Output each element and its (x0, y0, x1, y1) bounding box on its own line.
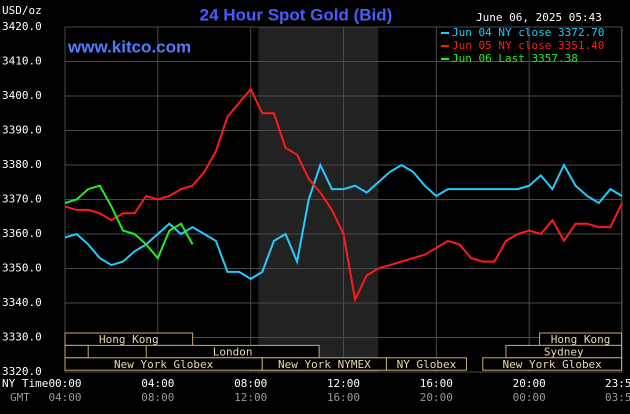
x2-tick-label: 03:59 (605, 391, 630, 404)
y-tick-label: 3380.0 (2, 158, 42, 171)
x-tick-label: 00:00 (48, 377, 81, 390)
y-tick-label: 3360.0 (2, 227, 42, 240)
session-label: London (213, 346, 253, 359)
price-line (64, 162, 623, 281)
x2-axis-label: GMT (10, 391, 30, 404)
y-axis-label: USD/oz (2, 4, 42, 17)
legend-label: Jun 06 Last 3357.38 (452, 52, 578, 65)
legend-label: Jun 04 NY close 3372.70 (452, 26, 604, 39)
x2-tick-label: 12:00 (234, 391, 267, 404)
session-label: Hong Kong (99, 333, 159, 346)
price-line (64, 87, 623, 303)
x2-tick-label: 04:00 (48, 391, 81, 404)
price-line (64, 184, 194, 260)
legend-label: Jun 05 NY close 3351.40 (452, 39, 604, 52)
x2-tick-label: 16:00 (327, 391, 360, 404)
x-tick-label: 23:59 (605, 377, 630, 390)
x-tick-label: 16:00 (420, 377, 453, 390)
session-label: NY Globex (397, 358, 457, 371)
y-tick-label: 3400.0 (2, 89, 42, 102)
x2-tick-label: 08:00 (141, 391, 174, 404)
session-box (64, 332, 194, 346)
x2-tick-label: 20:00 (420, 391, 453, 404)
timestamp: June 06, 2025 05:43 (476, 11, 602, 24)
x-tick-label: 12:00 (327, 377, 360, 390)
y-tick-label: 3390.0 (2, 124, 42, 137)
watermark: www.kitco.com (67, 37, 191, 56)
y-tick-label: 3410.0 (2, 55, 42, 68)
plot-border (64, 26, 623, 373)
y-tick-label: 3320.0 (2, 365, 42, 378)
x-tick-label: 20:00 (513, 377, 546, 390)
session-label: New York Globex (502, 358, 602, 371)
chart-title: 24 Hour Spot Gold (Bid) (200, 5, 393, 24)
y-tick-label: 3340.0 (2, 296, 42, 309)
session-box (482, 357, 623, 371)
session-box (64, 344, 89, 359)
x-axis-label: NY Time (2, 377, 48, 390)
y-tick-label: 3350.0 (2, 262, 42, 275)
session-label: New York Globex (114, 358, 214, 371)
x-tick-label: 04:00 (141, 377, 174, 390)
session-label: Sydney (544, 346, 584, 359)
session-label: Hong Kong (551, 333, 611, 346)
y-tick-label: 3420.0 (2, 20, 42, 33)
x2-tick-label: 00:00 (513, 391, 546, 404)
session-label: New York NYMEX (278, 358, 371, 371)
y-tick-label: 3330.0 (2, 331, 42, 344)
x-tick-label: 08:00 (234, 377, 267, 390)
session-box (385, 357, 468, 371)
y-tick-label: 3370.0 (2, 193, 42, 206)
